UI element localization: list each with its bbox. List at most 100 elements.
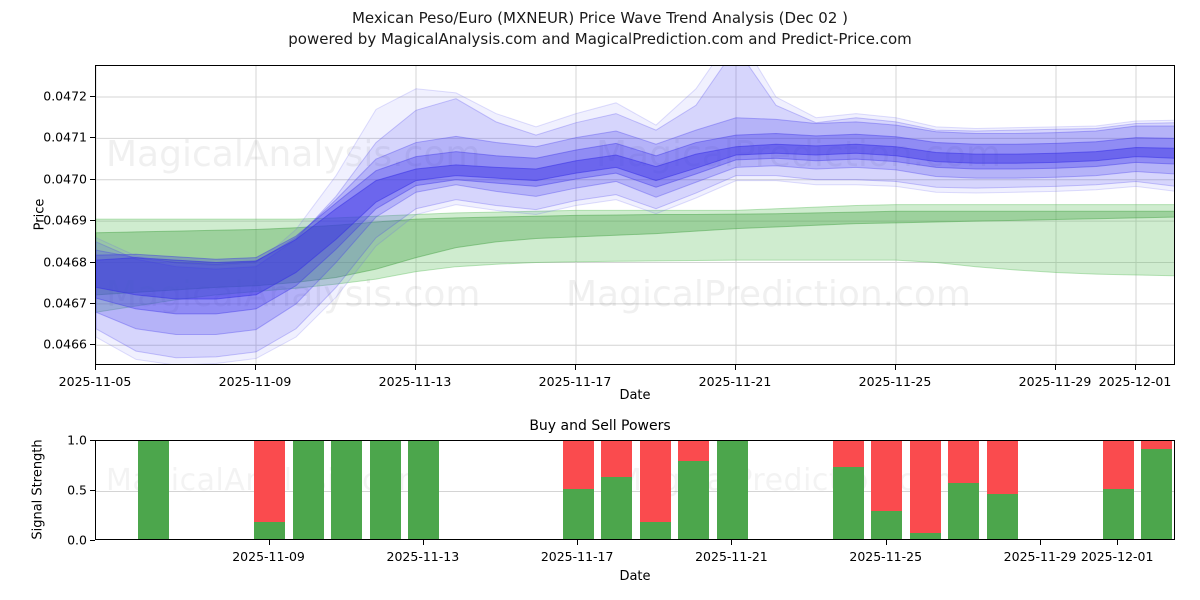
signal-xtick-mark [1040, 540, 1041, 545]
price-ytick-mark [90, 302, 95, 304]
price-plot-area: MagicalAnalysis.com MagicalPrediction.com… [96, 66, 1174, 364]
price-ytick-mark [90, 137, 95, 139]
signal-bar[interactable] [138, 441, 170, 539]
signal-xtick-label: 2025-11-17 [540, 549, 614, 564]
signal-xtick-label: 2025-12-01 [1080, 549, 1154, 564]
price-xtick-mark [415, 365, 416, 370]
price-xtick-mark [95, 365, 96, 370]
signal-bar[interactable] [717, 441, 748, 539]
signal-bar-sell-segment [871, 441, 903, 511]
signal-xaxis-label: Date [619, 569, 651, 584]
price-wave-bands: MagicalAnalysis.com MagicalPrediction.com… [96, 66, 1174, 364]
watermark: MagicalAnalysis.com [106, 134, 480, 175]
price-xtick-label: 2025-11-21 [698, 374, 772, 389]
price-ytick-mark [90, 344, 95, 346]
price-ytick-label: 0.0469 [43, 212, 87, 228]
price-xtick-label: 2025-11-13 [378, 374, 452, 389]
signal-bar[interactable] [369, 441, 401, 539]
signal-bar[interactable] [292, 441, 324, 539]
signal-gridline [96, 491, 1174, 492]
signal-bar[interactable] [601, 441, 633, 539]
price-band-6 [96, 66, 1174, 364]
signal-bar[interactable] [562, 441, 594, 539]
price-wave-chart-panel: MagicalAnalysis.com MagicalPrediction.com… [95, 65, 1175, 365]
signal-bar-sell-segment [1141, 441, 1173, 449]
signal-bar[interactable] [639, 441, 671, 539]
signal-yaxis-label: Signal Strength [30, 439, 46, 540]
price-xaxis-label: Date [619, 388, 651, 403]
price-xtick-mark [735, 365, 736, 370]
signal-xtick-mark [422, 540, 424, 545]
signal-bar[interactable] [832, 441, 864, 539]
signal-bar-buy-segment [254, 522, 285, 539]
price-band-1 [96, 210, 1174, 296]
signal-bar-sell-segment [909, 441, 941, 533]
signal-bar-sell-segment [1102, 441, 1134, 489]
signal-xtick-mark [731, 540, 733, 545]
price-xtick-mark [575, 365, 576, 370]
signal-bar-buy-segment [832, 467, 864, 539]
signal-bar-buy-segment [678, 461, 710, 539]
price-xtick-mark [895, 365, 896, 370]
signal-bar-buy-segment [1102, 489, 1134, 539]
signal-bar-sell-segment [562, 441, 594, 489]
signal-ytick-label: 0.5 [67, 482, 87, 498]
signal-bar-buy-segment [948, 483, 980, 539]
signal-bar-sell-segment [254, 441, 285, 522]
signal-bar-buy-segment [871, 511, 903, 539]
signal-xtick-label: 2025-11-13 [386, 549, 460, 564]
signal-bar-buy-segment [138, 441, 170, 539]
price-ytick-label: 0.0468 [43, 254, 87, 270]
price-ytick-label: 0.0470 [43, 171, 87, 187]
signal-ytick-mark [90, 490, 95, 491]
price-ytick-label: 0.0466 [43, 336, 87, 352]
signal-xtick-mark [885, 540, 887, 545]
signal-ytick-label: 0.0 [67, 532, 87, 548]
price-xtick-mark [255, 365, 256, 370]
price-band-0 [96, 204, 1174, 313]
signal-bar[interactable] [254, 441, 285, 539]
signal-xtick-label: 2025-11-25 [849, 549, 923, 564]
signal-bar-sell-segment [601, 441, 633, 477]
price-ytick-mark [90, 261, 95, 263]
signal-bar[interactable] [948, 441, 980, 539]
price-xtick-mark [1135, 365, 1136, 370]
watermark: MagicalAnalysis.com [106, 274, 480, 315]
signal-bar-sell-segment [987, 441, 1018, 494]
signal-xtick-mark [577, 540, 579, 545]
price-xtick-label: 2025-11-09 [218, 374, 292, 389]
signal-bar[interactable] [1141, 441, 1173, 539]
signal-bar[interactable] [678, 441, 710, 539]
price-ytick-label: 0.0471 [43, 129, 87, 145]
signal-bar[interactable] [331, 441, 363, 539]
price-xtick-label: 2025-11-05 [58, 374, 132, 389]
signal-bar[interactable] [871, 441, 903, 539]
signal-bar-buy-segment [1141, 449, 1173, 539]
chart-title-block: Mexican Peso/Euro (MXNEUR) Price Wave Tr… [0, 8, 1200, 50]
signal-bar[interactable] [909, 441, 941, 539]
page-title: Mexican Peso/Euro (MXNEUR) Price Wave Tr… [351, 9, 849, 27]
price-ytick-mark [90, 96, 95, 98]
price-ytick-mark [90, 220, 95, 222]
signal-bar-buy-segment [601, 477, 633, 539]
page-subtitle: powered by MagicalAnalysis.com and Magic… [288, 30, 912, 48]
price-band-3 [96, 117, 1174, 336]
price-band-4 [96, 132, 1174, 315]
signal-xtick-mark [268, 540, 270, 545]
price-xtick-label: 2025-12-01 [1098, 374, 1172, 389]
price-band-5 [96, 143, 1174, 300]
price-yaxis-label: Price [32, 198, 48, 231]
signal-xtick-label: 2025-11-21 [695, 549, 768, 564]
signal-bar-buy-segment [639, 522, 671, 539]
price-xtick-mark [1055, 365, 1056, 370]
signal-chart-title: Buy and Sell Powers [529, 418, 671, 434]
signal-bar[interactable] [987, 441, 1018, 539]
signal-bar[interactable] [1102, 441, 1134, 539]
signal-bar-buy-segment [987, 494, 1018, 539]
signal-bar-sell-segment [678, 441, 710, 461]
price-ytick-label: 0.0472 [43, 88, 87, 104]
price-ytick-label: 0.0467 [43, 295, 87, 311]
signal-ytick-mark [90, 540, 95, 541]
signal-bar[interactable] [408, 441, 440, 539]
